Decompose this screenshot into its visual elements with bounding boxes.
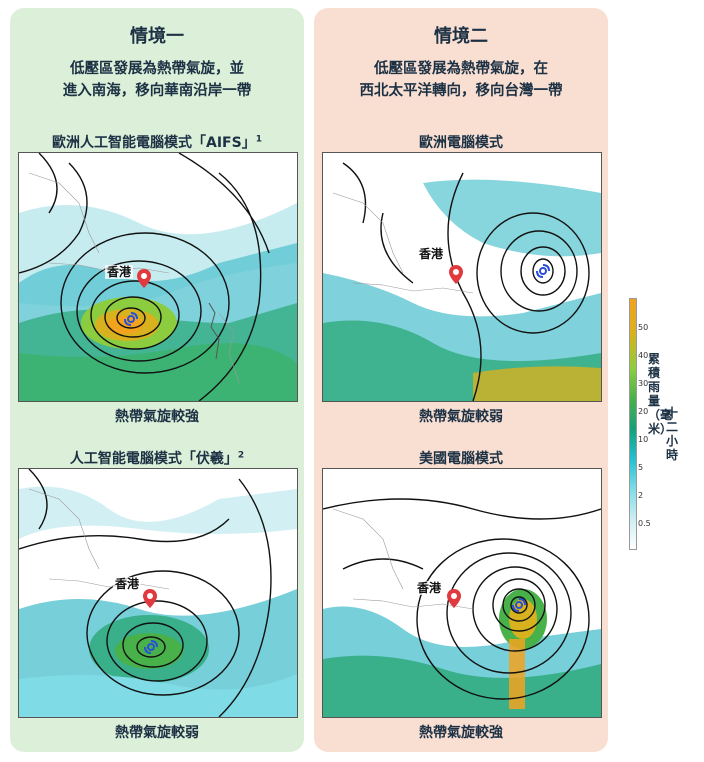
legend-tick: 5 xyxy=(638,463,644,472)
hong-kong-label-ncep: 香港 xyxy=(415,581,444,595)
scenario-1-desc-line2: 進入南海，移向華南沿岸一帶 xyxy=(62,83,252,99)
model-name-fuxi: 人工智能電腦模式「伏羲」 xyxy=(69,451,238,467)
model-title-aifs: 歐洲人工智能電腦模式「AIFS」1 xyxy=(10,132,304,152)
tropical-cyclone-icon xyxy=(536,264,550,278)
result-ecmwf: 熱帶氣旋較弱 xyxy=(419,409,503,425)
model-name-aifs: 歐洲人工智能電腦模式「AIFS」 xyxy=(52,135,256,151)
rainfall-map-aifs xyxy=(19,153,297,401)
location-pin-icon xyxy=(143,589,157,608)
legend-color-bar xyxy=(629,298,637,550)
hong-kong-label-fuxi: 香港 xyxy=(113,577,142,591)
map-fuxi: 香港 xyxy=(18,468,298,718)
tropical-cyclone-icon xyxy=(512,598,526,612)
rainfall-map-ecmwf xyxy=(323,153,601,401)
scenario-2-desc-line1: 低壓區發展為熱帶氣旋，在 xyxy=(374,61,548,77)
location-pin-icon xyxy=(449,265,463,284)
rainfall-legend: 50 40 30 20 10 5 2 0.5 累積雨量（毫米） 十二小時 xyxy=(626,298,704,550)
map-ncep: 香港 xyxy=(322,468,602,718)
legend-tick: 40 xyxy=(638,351,649,360)
scenario-2-desc-line2: 西北太平洋轉向，移向台灣一帶 xyxy=(359,83,563,99)
legend-tick: 30 xyxy=(638,379,649,388)
scenario-2-title: 情境二 xyxy=(434,26,488,47)
footnote-2: 2 xyxy=(237,450,245,461)
rainfall-map-ncep xyxy=(323,469,601,717)
scenario-2-description: 低壓區發展為熱帶氣旋，在 西北太平洋轉向，移向台灣一帶 xyxy=(320,58,602,102)
scenario-1-title: 情境一 xyxy=(130,26,184,47)
scenario-1-panel: 情境一 低壓區發展為熱帶氣旋，並 進入南海，移向華南沿岸一帶 歐洲人工智能電腦模… xyxy=(10,8,304,752)
legend-tick: 10 xyxy=(638,435,649,444)
legend-title-rainfall: 累積雨量（毫米） xyxy=(648,352,673,436)
hong-kong-label-aifs: 香港 xyxy=(105,265,134,279)
legend-tick: 2 xyxy=(638,491,644,500)
model-title-ecmwf: 歐洲電腦模式 xyxy=(314,132,608,152)
scenario-1-description: 低壓區發展為熱帶氣旋，並 進入南海，移向華南沿岸一帶 xyxy=(16,58,298,102)
legend-title-duration: 十二小時 xyxy=(666,406,679,462)
rainfall-map-fuxi xyxy=(19,469,297,717)
footnote-1: 1 xyxy=(255,134,262,145)
legend-tick: 50 xyxy=(638,323,649,332)
model-title-ncep: 美國電腦模式 xyxy=(314,448,608,468)
tropical-cyclone-icon xyxy=(124,312,138,326)
result-ncep: 熱帶氣旋較強 xyxy=(419,725,503,741)
result-aifs: 熱帶氣旋較強 xyxy=(115,409,199,425)
scenario-1-desc-line1: 低壓區發展為熱帶氣旋，並 xyxy=(70,61,244,77)
hong-kong-label-ecmwf: 香港 xyxy=(417,247,446,261)
location-pin-icon xyxy=(447,589,461,608)
legend-tick: 20 xyxy=(638,407,649,416)
model-name-ecmwf: 歐洲電腦模式 xyxy=(419,135,503,151)
model-name-ncep: 美國電腦模式 xyxy=(419,451,503,467)
map-ecmwf: 香港 xyxy=(322,152,602,402)
legend-tick: 0.5 xyxy=(638,519,651,528)
map-aifs: 香港 xyxy=(18,152,298,402)
result-fuxi: 熱帶氣旋較弱 xyxy=(115,725,199,741)
model-title-fuxi: 人工智能電腦模式「伏羲」2 xyxy=(10,448,304,468)
location-pin-icon xyxy=(137,269,151,288)
scenario-2-panel: 情境二 低壓區發展為熱帶氣旋，在 西北太平洋轉向，移向台灣一帶 歐洲電腦模式 xyxy=(314,8,608,752)
tropical-cyclone-icon xyxy=(144,640,158,654)
